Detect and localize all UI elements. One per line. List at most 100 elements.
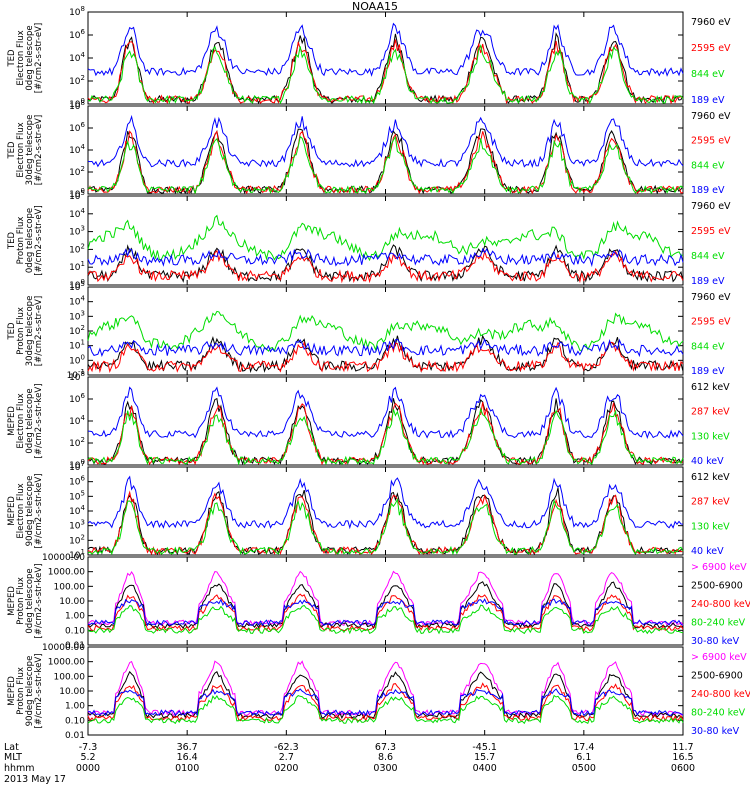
y-axis-label-line: Electron Flux <box>16 393 26 448</box>
y-tick-label: 101 <box>69 339 85 352</box>
series-line-2500-6900 <box>87 670 684 720</box>
y-axis-label-line: MEPED <box>7 496 17 526</box>
legend-entry: 2595 eV <box>691 226 731 237</box>
y-tick-label: 103 <box>69 309 85 322</box>
series-line-844-ev <box>87 135 684 195</box>
legend-entry: 30-80 keV <box>691 726 740 737</box>
series-line-40-kev <box>87 475 684 530</box>
legend-entry: 7960 eV <box>691 201 731 212</box>
series-line-287-kev <box>87 402 684 466</box>
y-axis-label-line: 0deg telescope <box>25 25 35 90</box>
series-line-30-80-kev <box>87 598 684 627</box>
y-tick-label: 100 <box>69 278 85 291</box>
series-line-189-ev <box>87 22 684 77</box>
y-tick-label: 104 <box>69 295 85 308</box>
y-tick-label: 0.01 <box>65 641 85 651</box>
x-row-value: 67.3 <box>375 742 396 753</box>
x-axis-rows: Lat -7.3 36.7 -62.3 67.3 -45.1 17.4 11.7 MLT 5.2 1… <box>4 742 695 785</box>
y-axis-label-line: MEPED <box>7 586 17 616</box>
x-row-value: 0600 <box>671 763 695 774</box>
figure-title: NOAA15 <box>352 0 398 13</box>
y-axis-label-line: 90deg telescope <box>25 656 35 727</box>
y-axis-label-line: Electron Flux <box>16 122 26 177</box>
x-row-value: 36.7 <box>177 742 198 753</box>
y-axis-label-line: Proton Flux <box>16 307 26 355</box>
y-tick-label: 105 <box>69 280 85 293</box>
legend-entry: 287 keV <box>691 497 730 508</box>
y-tick-label: 106 <box>69 121 85 134</box>
legend-entry: 2500-6900 <box>691 671 743 682</box>
y-axis-label-line: [#/cm2-s-str-eV] <box>34 115 44 185</box>
legend-entry: 40 keV <box>691 456 724 467</box>
y-tick-label: 10.00 <box>59 597 85 607</box>
y-tick-label: 107 <box>69 460 85 473</box>
panel-frame <box>87 466 684 556</box>
series-line-40-kev <box>87 386 684 440</box>
y-tick-label: 106 <box>69 28 85 41</box>
y-axis-label: TED Electron Flux 30deg telescope [#/cm2-s-… <box>7 115 44 186</box>
y-axis-label-line: [#/cm2-s-str-keV] <box>34 564 44 639</box>
y-tick-label: 103 <box>69 225 85 238</box>
panel-ted-e-0: 100 102 104 106 108 TED Electron Flux 0deg tele… <box>7 5 731 110</box>
series-line-2595-ev <box>87 39 684 105</box>
y-axis-label-line: TED <box>7 231 17 250</box>
legend-entry: 80-240 keV <box>691 618 746 629</box>
panel-frame <box>87 556 684 646</box>
y-tick-label: 104 <box>69 207 85 220</box>
y-tick-label: 10.00 <box>59 687 85 697</box>
series-line-2595-ev <box>87 249 684 284</box>
y-tick-label: 104 <box>69 51 85 64</box>
y-axis-label-line: 0deg telescope <box>25 388 35 453</box>
series-line-189-ev <box>87 338 684 358</box>
y-tick-label: 10000.00 <box>42 643 85 653</box>
y-axis-label-line: [#/cm2-s-str-eV] <box>34 296 44 366</box>
y-tick-label: 102 <box>69 533 85 546</box>
y-tick-label: 102 <box>69 74 85 87</box>
y-axis-label-line: TED <box>7 322 17 341</box>
y-tick-label: 103 <box>69 519 85 532</box>
y-axis-label-line: [#/cm2-s-str-keV] <box>34 384 44 459</box>
series-line-130-kev <box>87 407 684 466</box>
y-tick-label: 102 <box>69 165 85 178</box>
y-axis-label-line: MEPED <box>7 676 17 706</box>
y-axis-label-line: 0deg telescope <box>25 208 35 273</box>
x-row-value: -7.3 <box>79 742 98 753</box>
y-tick-label: 101 <box>69 548 85 561</box>
y-tick-label: 104 <box>69 504 85 517</box>
x-row-value: 2.7 <box>279 752 294 763</box>
legend-entry: 189 eV <box>691 95 725 106</box>
legend-entry: 2595 eV <box>691 43 731 54</box>
y-tick-label: 100 <box>69 458 85 471</box>
y-axis-label-line: [#/cm2-s-str-eV] <box>34 23 44 93</box>
y-tick-label: 101 <box>69 260 85 273</box>
panel-meped-e-0: 100 102 104 106 108 MEPED Electron Flux 0deg te… <box>7 370 730 471</box>
y-tick-label: 108 <box>69 99 85 112</box>
x-row-value: 8.6 <box>378 752 393 763</box>
series-line-80-240-kev <box>87 604 684 635</box>
legend-entry: > 6900 keV <box>691 652 747 663</box>
y-tick-label: 0.10 <box>65 626 85 636</box>
x-row-value: -62.3 <box>274 742 299 753</box>
y-axis-label-line: 30deg telescope <box>25 115 35 186</box>
y-tick-label: 106 <box>69 392 85 405</box>
legend-entry: 130 keV <box>691 431 730 442</box>
x-row-value: 15.7 <box>474 752 495 763</box>
legend-entry: 240-800 keV <box>691 689 750 700</box>
y-axis-label: MEPED Electron Flux 90deg telescope [#/cm2-… <box>7 474 44 549</box>
y-axis-label-line: MEPED <box>7 406 17 436</box>
x-row-value: 0300 <box>373 763 397 774</box>
y-tick-label: 102 <box>69 436 85 449</box>
legend-entry: 2595 eV <box>691 136 731 147</box>
y-axis-label-line: 30deg telescope <box>25 296 35 367</box>
legend-entry: 287 keV <box>691 407 730 418</box>
x-row-value: 16.5 <box>672 752 693 763</box>
series-line-189-ev <box>87 114 684 169</box>
y-axis-label-line: TED <box>7 141 17 160</box>
y-tick-label: 100 <box>69 97 85 110</box>
panel-frame <box>87 376 684 466</box>
legend-entry: 40 keV <box>691 546 724 557</box>
y-axis-label-line: Proton Flux <box>16 217 26 265</box>
y-tick-label: 0.10 <box>65 716 85 726</box>
